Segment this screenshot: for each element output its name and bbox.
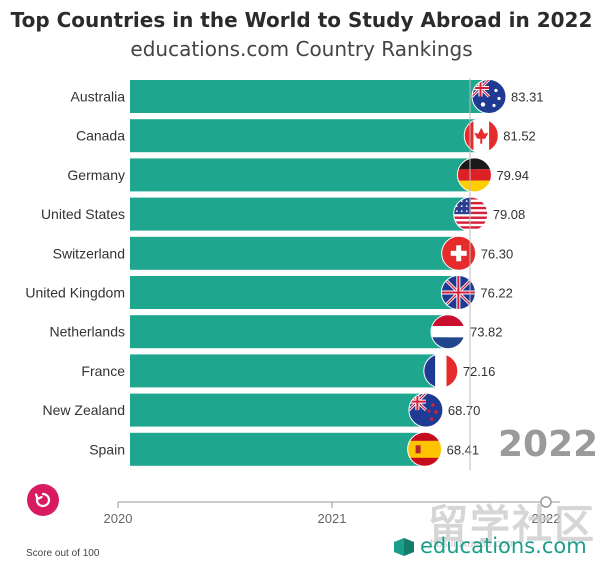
chart-title: Top Countries in the World to Study Abro…: [10, 8, 593, 32]
bar-united-states: [130, 197, 472, 231]
timeline-tick-label: 2022: [532, 511, 561, 526]
flag-canada-icon: [463, 118, 499, 154]
flag-australia-icon: [471, 79, 507, 114]
category-label: Germany: [67, 167, 125, 183]
value-label: 68.41: [447, 442, 480, 457]
watermark-url: bbs.liuxue86.com: [430, 538, 516, 550]
category-label: United States: [41, 206, 125, 222]
value-label: 79.94: [496, 168, 529, 183]
category-label: Canada: [76, 128, 125, 144]
category-label: Australia: [71, 89, 126, 105]
value-label: 83.31: [511, 90, 544, 105]
category-label: United Kingdom: [25, 285, 125, 301]
value-label: 73.82: [470, 325, 503, 340]
value-label: 72.16: [463, 364, 496, 379]
category-label: Spain: [89, 441, 125, 457]
timeline-slider-handle[interactable]: [540, 496, 552, 508]
bar-germany: [130, 158, 476, 192]
flag-france-icon: [423, 353, 459, 389]
category-label: New Zealand: [43, 402, 126, 418]
value-label: 76.30: [481, 246, 514, 261]
timeline-tick-label: 2020: [104, 511, 133, 526]
category-label: France: [81, 363, 125, 379]
brand-logo: educations.com: [392, 534, 587, 558]
bar-canada: [130, 119, 483, 153]
value-label: 79.08: [493, 207, 526, 222]
value-label: 76.22: [480, 286, 513, 301]
flag-germany-icon: [456, 157, 492, 193]
bar-united-kingdom: [130, 276, 460, 309]
flag-switzerland-icon: [441, 235, 477, 271]
bar-australia: [130, 80, 490, 113]
bar-new-zealand: [130, 393, 427, 427]
bar-switzerland: [130, 236, 460, 270]
category-label: Switzerland: [53, 245, 125, 261]
chart-subtitle: educations.com Country Rankings: [130, 37, 473, 61]
bar-spain: [130, 432, 426, 466]
flag-spain-icon: [407, 431, 443, 467]
replay-icon: [34, 492, 51, 508]
value-label: 81.52: [503, 129, 536, 144]
replay-button[interactable]: [27, 484, 59, 516]
flag-netherlands-icon: [430, 314, 466, 350]
educations-logo-icon: [394, 538, 414, 556]
brand-name: educations.com: [420, 534, 587, 558]
footnote: Score out of 100: [26, 548, 100, 559]
flag-new-zealand-icon: [408, 392, 444, 428]
bar-france: [130, 354, 442, 388]
flag-united-states-icon: [453, 196, 489, 232]
value-label: 68.70: [448, 403, 481, 418]
current-year-label: 2022: [498, 424, 599, 465]
watermark: 留学社区: [428, 502, 596, 548]
bar-netherlands: [130, 315, 449, 349]
category-label: Netherlands: [50, 324, 126, 340]
timeline-tick-label: 2021: [318, 511, 347, 526]
